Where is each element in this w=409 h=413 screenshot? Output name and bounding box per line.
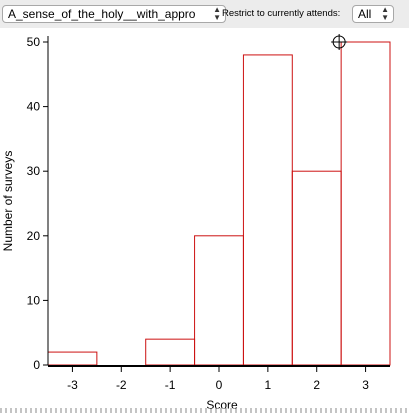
select-arrows-icon: ▲ ▼ bbox=[381, 5, 389, 22]
histogram-bar bbox=[47, 351, 98, 366]
x-tick-label: 0 bbox=[216, 378, 223, 392]
select-arrows-icon: ▲ ▼ bbox=[213, 5, 221, 22]
x-tick-label: 2 bbox=[313, 378, 320, 392]
bottom-strip bbox=[0, 408, 409, 413]
y-tick-label: 20 bbox=[27, 229, 41, 243]
histogram-bar bbox=[145, 338, 196, 366]
attend-select[interactable]: All ▲ ▼ bbox=[352, 5, 394, 23]
toolbar: A_sense_of_the_holy__with_appro ▲ ▼ Restr… bbox=[0, 0, 409, 28]
y-axis-label: Number of surveys bbox=[1, 151, 15, 252]
x-tick-label: -3 bbox=[67, 378, 78, 392]
variable-select[interactable]: A_sense_of_the_holy__with_appro ▲ ▼ bbox=[2, 5, 226, 23]
restrict-label: Restrict to currently attends: bbox=[222, 8, 341, 19]
y-tick-label: 30 bbox=[27, 164, 41, 178]
histogram-bar bbox=[340, 41, 391, 366]
histogram-bar bbox=[242, 54, 293, 366]
y-tick-label: 0 bbox=[33, 358, 40, 372]
x-tick-label: -2 bbox=[116, 378, 127, 392]
attend-select-value: All bbox=[358, 7, 372, 21]
y-tick-label: 50 bbox=[27, 35, 41, 49]
variable-select-value: A_sense_of_the_holy__with_appro bbox=[8, 7, 196, 21]
x-tick-label: 3 bbox=[362, 378, 369, 392]
x-tick-label: -1 bbox=[165, 378, 176, 392]
y-tick-label: 40 bbox=[27, 100, 41, 114]
y-tick-label: 10 bbox=[27, 293, 41, 307]
histogram-bar bbox=[194, 235, 244, 366]
histogram-bar bbox=[291, 170, 342, 366]
crosshair-circle-icon[interactable] bbox=[331, 34, 348, 50]
x-tick-label: 1 bbox=[265, 378, 272, 392]
